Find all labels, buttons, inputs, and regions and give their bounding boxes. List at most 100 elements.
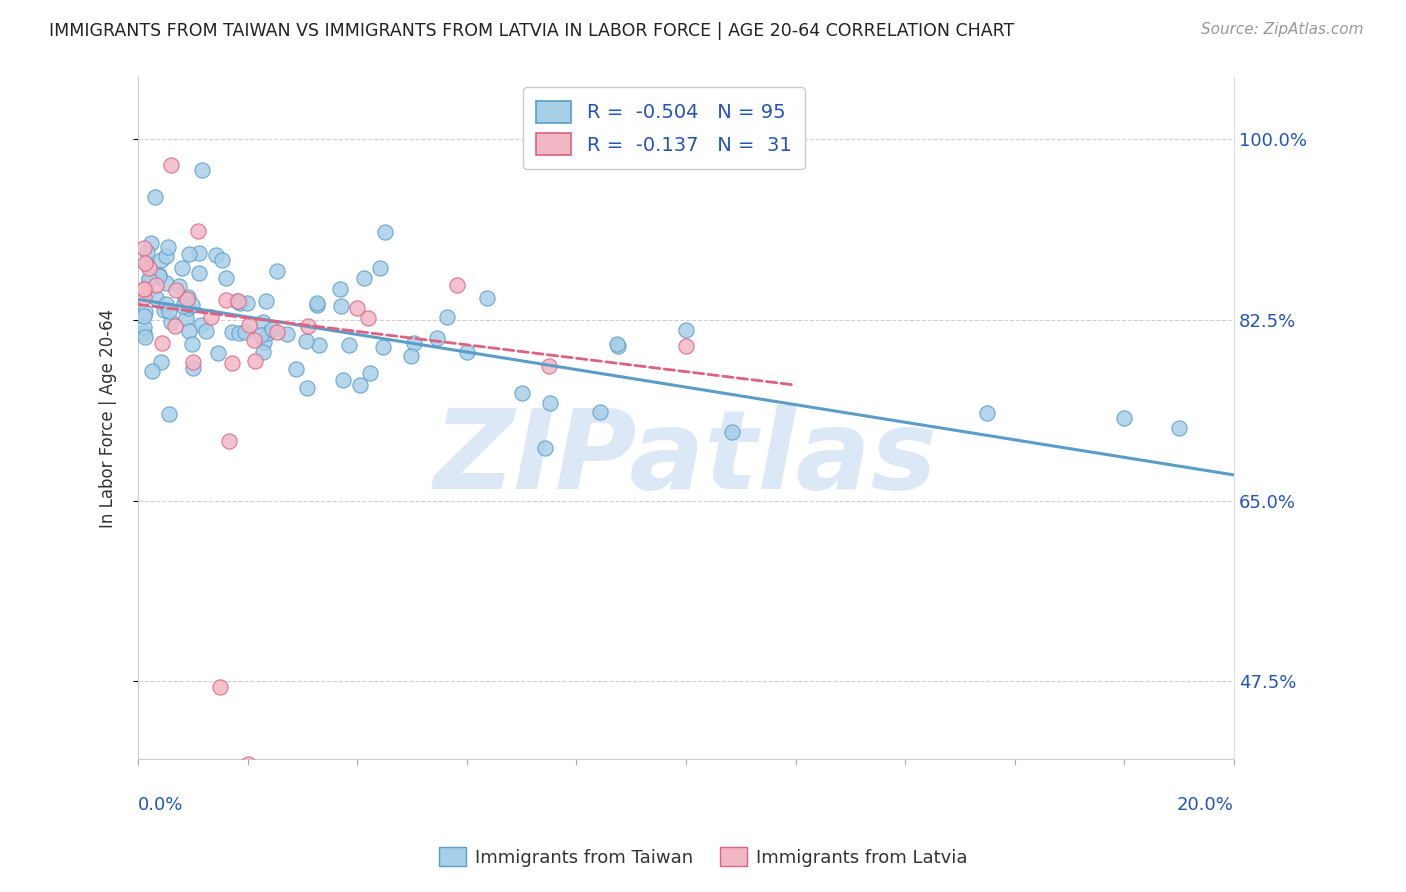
Point <box>675 323 697 337</box>
Point <box>194 324 217 338</box>
Point <box>236 756 259 771</box>
Point <box>226 293 249 308</box>
Point <box>136 285 159 299</box>
Point <box>229 295 252 310</box>
Point <box>177 290 200 304</box>
Point <box>250 328 273 343</box>
Point <box>148 268 170 283</box>
Point <box>976 406 998 420</box>
Point <box>177 301 200 315</box>
Point <box>226 293 249 308</box>
Point <box>346 301 368 315</box>
Point <box>157 240 180 254</box>
Point <box>589 405 612 419</box>
Point <box>266 325 288 339</box>
Point <box>305 298 328 312</box>
Point <box>163 318 186 333</box>
Point <box>537 359 560 374</box>
Point <box>136 244 159 259</box>
Point <box>329 282 352 296</box>
Point <box>157 407 180 421</box>
Point <box>132 282 155 296</box>
Point <box>245 354 267 368</box>
Point <box>174 293 197 307</box>
Point <box>399 350 422 364</box>
Point <box>256 326 278 340</box>
Point <box>477 291 499 305</box>
Point <box>165 283 187 297</box>
Point <box>307 295 329 310</box>
Point <box>605 337 627 351</box>
Point <box>183 355 205 369</box>
Y-axis label: In Labor Force | Age 20-64: In Labor Force | Age 20-64 <box>100 309 117 528</box>
Point <box>238 318 260 332</box>
Point <box>221 356 243 370</box>
Point <box>204 248 226 262</box>
Point <box>254 294 277 309</box>
Point <box>187 266 209 280</box>
Point <box>512 386 534 401</box>
Point <box>134 282 156 296</box>
Text: 0.0%: 0.0% <box>138 797 184 814</box>
Point <box>607 338 630 352</box>
Point <box>211 253 233 268</box>
Point <box>538 396 561 410</box>
Point <box>368 260 391 275</box>
Point <box>138 261 160 276</box>
Point <box>132 320 155 334</box>
Legend: Immigrants from Taiwan, Immigrants from Latvia: Immigrants from Taiwan, Immigrants from … <box>432 840 974 874</box>
Point <box>534 441 557 455</box>
Point <box>135 256 157 270</box>
Point <box>132 290 155 304</box>
Point <box>295 381 318 395</box>
Point <box>152 303 174 318</box>
Point <box>138 272 160 286</box>
Point <box>266 264 288 278</box>
Legend: R =  -0.504   N = 95, R =  -0.137   N =  31: R = -0.504 N = 95, R = -0.137 N = 31 <box>523 87 806 169</box>
Point <box>179 324 201 338</box>
Point <box>359 366 381 380</box>
Point <box>150 354 173 368</box>
Point <box>132 326 155 340</box>
Point <box>1114 411 1136 425</box>
Point <box>174 310 197 325</box>
Point <box>172 299 194 313</box>
Point <box>207 346 229 360</box>
Point <box>143 190 166 204</box>
Point <box>167 279 190 293</box>
Point <box>374 225 396 239</box>
Point <box>145 277 167 292</box>
Point <box>188 245 211 260</box>
Point <box>285 362 308 376</box>
Point <box>233 325 256 339</box>
Point <box>215 271 238 285</box>
Point <box>134 255 156 269</box>
Point <box>138 272 160 286</box>
Point <box>134 330 156 344</box>
Point <box>252 345 274 359</box>
Text: IMMIGRANTS FROM TAIWAN VS IMMIGRANTS FROM LATVIA IN LABOR FORCE | AGE 20-64 CORR: IMMIGRANTS FROM TAIWAN VS IMMIGRANTS FRO… <box>49 22 1015 40</box>
Point <box>215 293 238 307</box>
Point <box>235 295 257 310</box>
Point <box>252 315 274 329</box>
Point <box>200 310 222 325</box>
Point <box>357 311 380 326</box>
Point <box>308 337 330 351</box>
Point <box>145 291 167 305</box>
Text: Source: ZipAtlas.com: Source: ZipAtlas.com <box>1201 22 1364 37</box>
Point <box>426 331 449 345</box>
Point <box>720 425 742 440</box>
Point <box>371 340 394 354</box>
Point <box>297 319 319 334</box>
Point <box>187 224 209 238</box>
Point <box>329 299 352 313</box>
Point <box>181 336 204 351</box>
Text: ZIPatlas: ZIPatlas <box>434 406 938 513</box>
Point <box>1168 421 1191 435</box>
Point <box>155 249 177 263</box>
Point <box>132 241 155 255</box>
Point <box>150 253 173 268</box>
Point <box>456 344 478 359</box>
Point <box>132 310 155 324</box>
Point <box>141 364 163 378</box>
